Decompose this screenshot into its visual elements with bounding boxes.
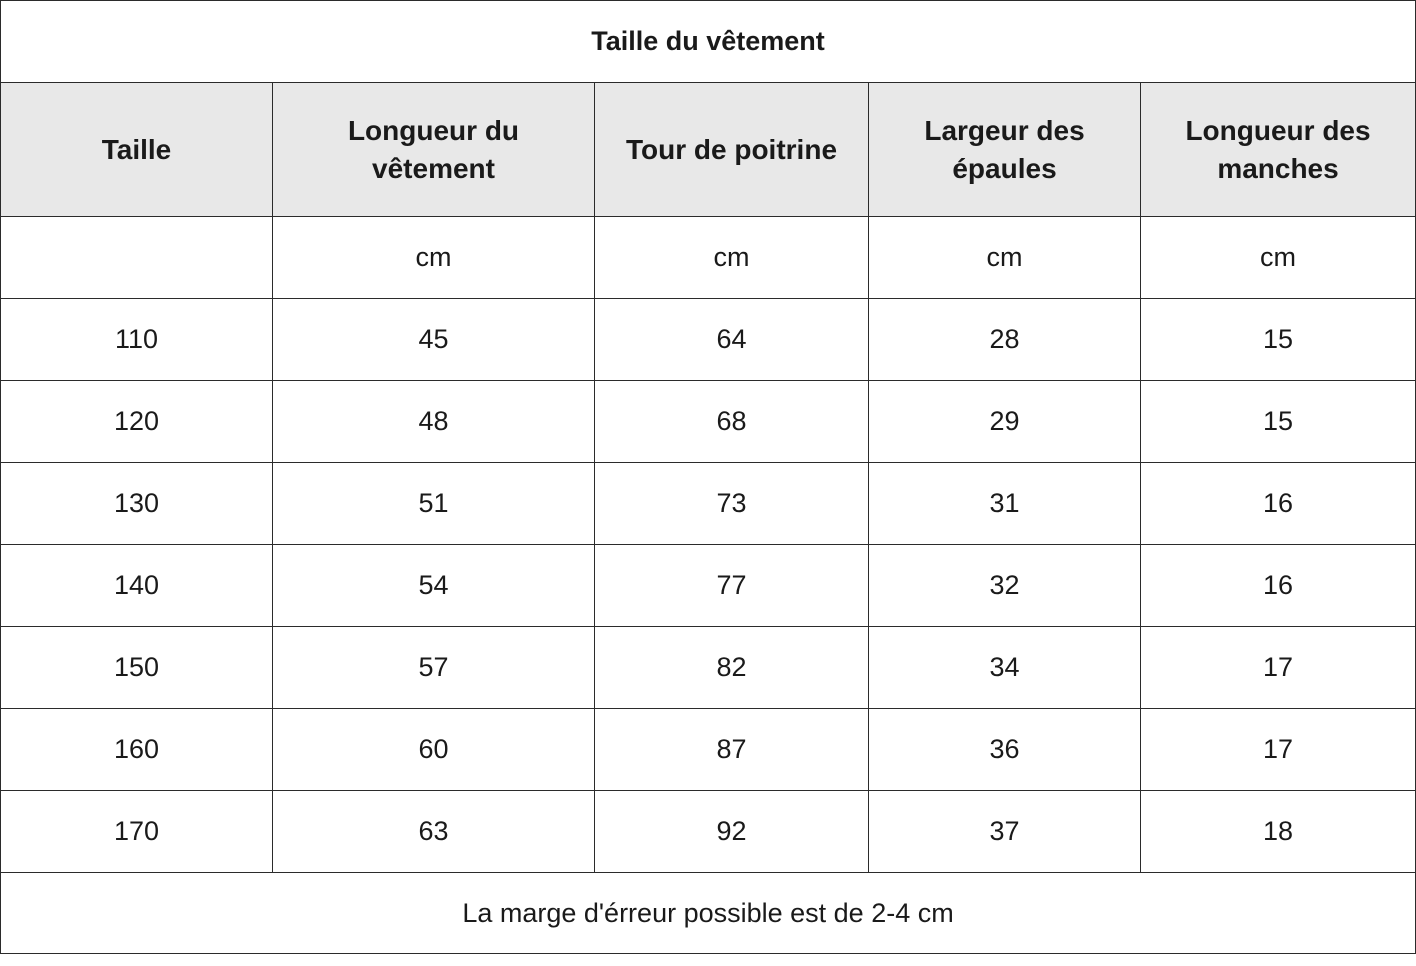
table-row: 140 54 77 32 16	[0, 544, 1416, 627]
header-largeur-epaules: Largeur des épaules	[868, 82, 1141, 217]
table-cell: 36	[868, 708, 1141, 791]
table-cell: 17	[1139, 708, 1416, 791]
note-row: La marge d'érreur possible est de 2-4 cm	[0, 872, 1416, 954]
table-cell: 28	[868, 298, 1141, 381]
header-label: Longueur des manches	[1185, 114, 1371, 184]
table-cell: 16	[1139, 462, 1416, 545]
table-cell: 17	[1139, 626, 1416, 709]
header-label: Tour de poitrine	[625, 133, 838, 165]
table-cell: 48	[272, 380, 595, 463]
table-cell: 64	[594, 298, 869, 381]
unit-cell: cm	[1139, 216, 1416, 299]
table-cell: 110	[0, 298, 273, 381]
header-longueur-vetement: Longueur du vêtement	[272, 82, 595, 217]
table-cell: 15	[1139, 298, 1416, 381]
unit-cell: cm	[868, 216, 1141, 299]
unit-row: cm cm cm cm	[0, 216, 1416, 299]
header-row: Taille Longueur du vêtement Tour de poit…	[0, 82, 1416, 217]
table-row: 110 45 64 28 15	[0, 298, 1416, 381]
table-cell: 170	[0, 790, 273, 873]
table-cell: 77	[594, 544, 869, 627]
table-cell: 51	[272, 462, 595, 545]
header-tour-poitrine: Tour de poitrine	[594, 82, 869, 217]
table-cell: 140	[0, 544, 273, 627]
table-cell: 160	[0, 708, 273, 791]
unit-cell	[0, 216, 273, 299]
table-cell: 54	[272, 544, 595, 627]
table-cell: 34	[868, 626, 1141, 709]
table-cell: 82	[594, 626, 869, 709]
table-title: Taille du vêtement	[0, 0, 1416, 83]
title-row: Taille du vêtement	[0, 0, 1416, 83]
table-cell: 68	[594, 380, 869, 463]
table-row: 130 51 73 31 16	[0, 462, 1416, 545]
table-cell: 29	[868, 380, 1141, 463]
unit-cell: cm	[594, 216, 869, 299]
error-margin-note: La marge d'érreur possible est de 2-4 cm	[0, 872, 1416, 954]
header-label: Longueur du vêtement	[347, 114, 520, 184]
table-cell: 45	[272, 298, 595, 381]
header-label: Taille	[101, 133, 172, 165]
table-row: 150 57 82 34 17	[0, 626, 1416, 709]
table-cell: 150	[0, 626, 273, 709]
table-cell: 92	[594, 790, 869, 873]
table-cell: 63	[272, 790, 595, 873]
table-cell: 37	[868, 790, 1141, 873]
table-cell: 87	[594, 708, 869, 791]
table-row: 120 48 68 29 15	[0, 380, 1416, 463]
table-cell: 31	[868, 462, 1141, 545]
table-cell: 60	[272, 708, 595, 791]
unit-cell: cm	[272, 216, 595, 299]
table-cell: 57	[272, 626, 595, 709]
table-cell: 32	[868, 544, 1141, 627]
table-cell: 18	[1139, 790, 1416, 873]
header-longueur-manches: Longueur des manches	[1139, 82, 1416, 217]
table-row: 160 60 87 36 17	[0, 708, 1416, 791]
table-cell: 15	[1139, 380, 1416, 463]
table-cell: 130	[0, 462, 273, 545]
table-row: 170 63 92 37 18	[0, 790, 1416, 873]
table-cell: 120	[0, 380, 273, 463]
header-taille: Taille	[0, 82, 273, 217]
table-cell: 16	[1139, 544, 1416, 627]
header-label: Largeur des épaules	[924, 114, 1085, 184]
table-cell: 73	[594, 462, 869, 545]
